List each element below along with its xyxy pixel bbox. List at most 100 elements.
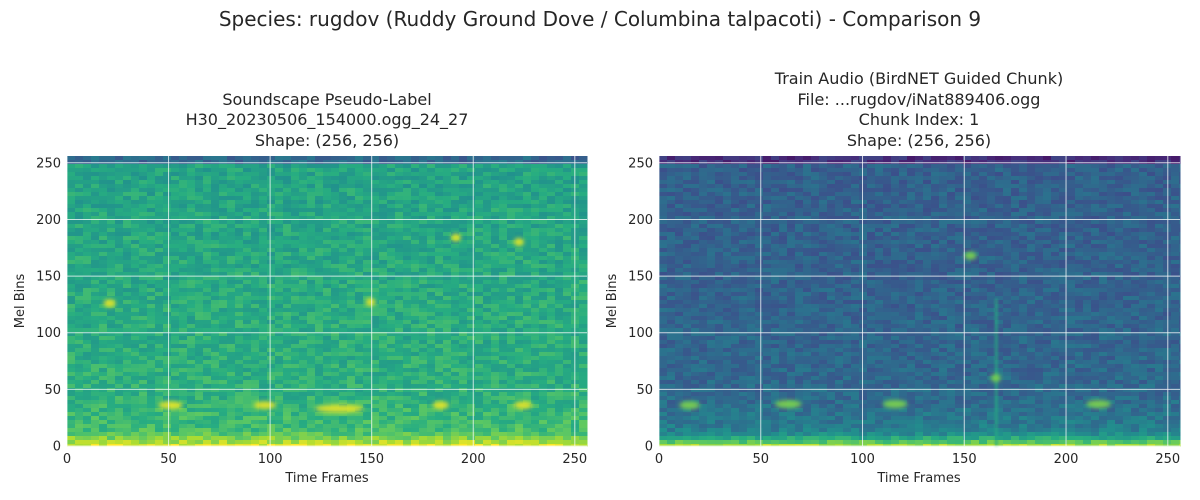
heatmap-cell: [491, 304, 500, 309]
heatmap-cell: [219, 284, 228, 289]
heatmap-cell: [307, 220, 316, 225]
heatmap-cell: [75, 296, 84, 301]
heatmap-cell: [387, 252, 396, 257]
heatmap-cell: [187, 344, 196, 349]
heatmap-cell: [235, 384, 244, 389]
heatmap-cell: [379, 308, 388, 313]
heatmap-cell: [331, 276, 340, 281]
heatmap-cell: [123, 316, 132, 321]
heatmap-cell: [243, 336, 252, 341]
heatmap-cell: [83, 412, 92, 417]
heatmap-cell: [259, 240, 268, 245]
heatmap-cell: [115, 408, 124, 413]
heatmap-cell: [547, 336, 556, 341]
heatmap-cell: [99, 284, 108, 289]
heatmap-cell: [107, 212, 116, 217]
heatmap-cell: [419, 180, 428, 185]
heatmap-cell: [411, 420, 420, 425]
heatmap-cell: [283, 232, 292, 237]
heatmap-cell: [371, 260, 380, 265]
heatmap-cell: [227, 308, 236, 313]
heatmap-cell: [523, 232, 532, 237]
heatmap-cell: [355, 436, 364, 441]
heatmap-cell: [331, 268, 340, 273]
heatmap-cell: [331, 224, 340, 229]
heatmap-cell: [539, 396, 548, 401]
heatmap-cell: [379, 264, 388, 269]
heatmap-cell: [283, 420, 292, 425]
heatmap-cell: [91, 340, 100, 345]
heatmap-cell: [299, 396, 308, 401]
heatmap-cell: [115, 392, 124, 397]
heatmap-cell: [203, 436, 212, 441]
heatmap-cell: [139, 164, 148, 169]
heatmap-cell: [1155, 160, 1164, 165]
heatmap-cell: [299, 404, 308, 409]
heatmap-cell: [379, 312, 388, 317]
heatmap-cell: [419, 232, 428, 237]
heatmap-cell: [371, 220, 380, 225]
heatmap-cell: [371, 292, 380, 297]
heatmap-cell: [131, 268, 140, 273]
heatmap-cell: [363, 184, 372, 189]
heatmap-cell: [443, 372, 452, 377]
heatmap-cell: [67, 192, 76, 197]
heatmap-cell: [179, 160, 188, 165]
heatmap-cell: [563, 292, 572, 297]
heatmap-cell: [1155, 156, 1164, 161]
heatmap-cell: [203, 260, 212, 265]
y-tick-label: 250: [36, 156, 61, 171]
heatmap-cell: [547, 344, 556, 349]
heatmap-cell: [131, 328, 140, 333]
heatmap-cell: [427, 232, 436, 237]
heatmap-cell: [771, 164, 780, 169]
heatmap-cell: [275, 284, 284, 289]
heatmap-cell: [491, 372, 500, 377]
heatmap-cell: [171, 188, 180, 193]
heatmap-cell: [267, 268, 276, 273]
heatmap-cell: [555, 280, 564, 285]
heatmap-cell: [355, 400, 364, 405]
heatmap-cell: [555, 268, 564, 273]
heatmap-cell: [171, 372, 180, 377]
heatmap-cell: [387, 324, 396, 329]
heatmap-cell: [275, 416, 284, 421]
heatmap-cell: [403, 172, 412, 177]
heatmap-cell: [419, 160, 428, 165]
heatmap-cell: [419, 168, 428, 173]
heatmap-cell: [563, 356, 572, 361]
heatmap-cell: [363, 212, 372, 217]
heatmap-cell: [211, 416, 220, 421]
heatmap-cell: [67, 196, 76, 201]
heatmap-cell: [555, 364, 564, 369]
heatmap-cell: [67, 280, 76, 285]
heatmap-cell: [435, 388, 444, 393]
heatmap-cell: [259, 304, 268, 309]
heatmap-cell: [547, 444, 556, 447]
heatmap-cell: [331, 296, 340, 301]
heatmap-cell: [139, 376, 148, 381]
heatmap-cell: [467, 252, 476, 257]
heatmap-cell: [523, 364, 532, 369]
heatmap-cell: [243, 384, 252, 389]
heatmap-cell: [435, 252, 444, 257]
heatmap-cell: [339, 440, 348, 445]
heatmap-cell: [379, 360, 388, 365]
heatmap-cell: [531, 164, 540, 169]
heatmap-cell: [315, 320, 324, 325]
heatmap-cell: [99, 308, 108, 313]
heatmap-cell: [187, 428, 196, 433]
heatmap-cell: [139, 408, 148, 413]
heatmap-cell: [443, 180, 452, 185]
heatmap-cell: [299, 180, 308, 185]
heatmap-cell: [475, 424, 484, 429]
heatmap-cell: [555, 412, 564, 417]
heatmap-cell: [411, 292, 420, 297]
heatmap-cell: [1123, 156, 1132, 161]
heatmap-cell: [139, 216, 148, 221]
heatmap-cell: [515, 444, 524, 447]
heatmap-cell: [171, 424, 180, 429]
heatmap-cell: [499, 264, 508, 269]
heatmap-cell: [307, 412, 316, 417]
heatmap-cell: [371, 360, 380, 365]
